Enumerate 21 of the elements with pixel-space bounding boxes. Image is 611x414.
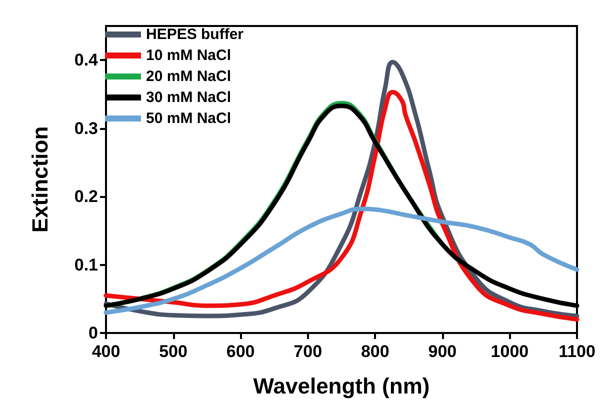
y-tick-label: 0.3 <box>74 118 98 138</box>
x-tick-label: 500 <box>159 342 188 361</box>
x-tick-label: 700 <box>294 342 322 361</box>
x-tick-label: 800 <box>360 342 390 361</box>
y-tick-label: 0 <box>88 324 98 342</box>
legend-label: 50 mM NaCl <box>146 110 232 127</box>
y-axis-title: Extinction <box>28 126 52 233</box>
legend-label: 30 mM NaCl <box>146 89 232 106</box>
x-tick-label: 1000 <box>490 342 529 361</box>
legend-label: 10 mM NaCl <box>146 47 232 64</box>
x-tick-label: 600 <box>226 342 255 361</box>
y-tick-label: 0.2 <box>74 187 98 206</box>
y-tick-label: 0.1 <box>74 255 98 274</box>
legend-label: HEPES buffer <box>146 26 244 43</box>
x-tick-label: 400 <box>92 342 120 361</box>
line-series <box>104 206 580 315</box>
x-tick-label: 1100 <box>558 342 596 361</box>
y-tick-label: 0.4 <box>74 50 99 70</box>
x-tick-label: 900 <box>428 342 457 361</box>
legend-label: 20 mM NaCl <box>146 68 232 85</box>
x-axis-title: Wavelength (nm) <box>253 374 430 398</box>
